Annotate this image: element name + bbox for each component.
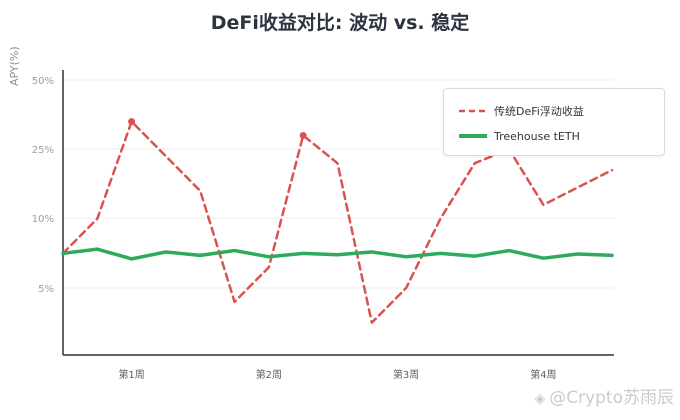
legend: 传统DeFi浮动收益 Treehouse tETH (443, 88, 665, 156)
x-tick-label: 第2周 (256, 368, 282, 381)
y-tick-label: 50% (32, 76, 54, 87)
y-axis-label: APY(%) (8, 46, 21, 86)
x-tick-label: 第1周 (118, 368, 144, 381)
series (61, 118, 614, 324)
data-point-peak (299, 131, 307, 139)
x-tick-label: 第4周 (530, 368, 556, 381)
legend-swatch-teth (459, 134, 487, 138)
legend-item-teth: Treehouse tETH (458, 128, 580, 144)
legend-label-volatile: 传统DeFi浮动收益 (494, 105, 584, 118)
x-tick-label: 第3周 (393, 368, 419, 381)
legend-item-volatile: 传统DeFi浮动收益 (458, 103, 584, 119)
legend-label-teth: Treehouse tETH (494, 129, 580, 143)
watermark-text: @Crypto苏雨辰 (549, 388, 674, 408)
y-tick-label: 25% (32, 145, 54, 156)
y-tick-label: 5% (38, 284, 54, 295)
legend-swatch-volatile (459, 109, 487, 113)
axes (62, 70, 614, 356)
series-line-volatile (61, 120, 614, 324)
y-tick-label: 10% (32, 214, 54, 225)
ticks: 5% 10% 25% 50% 第1周 第2周 第3周 第4周 (32, 76, 557, 381)
watermark: ◈ @Crypto苏雨辰 (534, 383, 674, 408)
series-line-teth (61, 247, 614, 261)
binance-square-icon: ◈ (534, 391, 546, 407)
data-point-peak (128, 118, 136, 126)
chart-title: DeFi收益对比: 波动 vs. 稳定 (210, 12, 470, 34)
grid (63, 79, 614, 289)
